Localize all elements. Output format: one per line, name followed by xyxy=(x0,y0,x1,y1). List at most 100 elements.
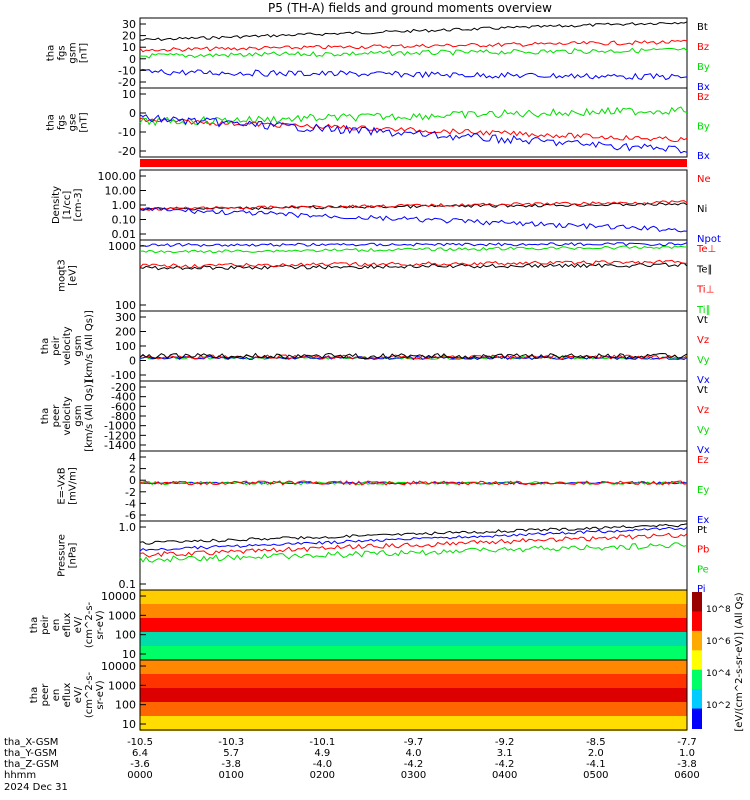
y-label-line: sr-eV) xyxy=(95,680,106,709)
y-label-line: tha xyxy=(29,687,40,703)
y-tick-label: -10 xyxy=(118,126,136,139)
y-label-line: tha xyxy=(46,114,57,130)
y-tick-label: 300 xyxy=(115,311,136,324)
colorbar-segment xyxy=(692,650,702,671)
axis-row-label: tha_Z-GSM xyxy=(4,759,59,770)
y-tick-label: 1.00 xyxy=(112,199,137,212)
axis-value: -10.3 xyxy=(218,737,244,748)
series-line-blue xyxy=(139,206,688,233)
y-label-line: fgs xyxy=(57,115,68,130)
axis-value: 0600 xyxy=(674,770,699,781)
panel-frame xyxy=(139,380,688,452)
y-tick-label: 10000 xyxy=(101,590,136,603)
y-tick-label: -1400 xyxy=(104,439,136,452)
legend-Vt: Vt xyxy=(697,385,708,396)
y-tick-label: 10000 xyxy=(101,660,136,673)
y-tick-label: 30 xyxy=(122,18,136,31)
panel-temp: 1000 100 moqt3 [eV] Te⊥ Te∥ Ti⊥ Ti∥ xyxy=(57,239,716,316)
y-axis-label: moqt3 [eV] xyxy=(57,259,79,292)
y-label-line: velocity xyxy=(62,396,73,435)
series-line-black xyxy=(139,352,688,360)
y-tick-label: -10 xyxy=(118,64,136,77)
y-label-line: fgs xyxy=(57,45,68,60)
legend-Bz: Bz xyxy=(697,42,709,53)
legend-By: By xyxy=(697,122,710,133)
series-line-blue xyxy=(139,526,688,552)
y-tick-label: 0 xyxy=(129,355,136,368)
axis-value: -4.1 xyxy=(586,759,606,770)
y-label-line: gsm xyxy=(73,335,84,356)
panel-density: 100.00 10.001.00 0.100.01 Density [1/cc] [cm-… xyxy=(51,169,721,245)
panel-frame xyxy=(139,239,688,312)
y-tick-label: 0.01 xyxy=(112,228,137,241)
legend-Te∥: Te∥ xyxy=(696,264,713,275)
axis-row-label: tha_Y-GSM xyxy=(4,748,57,759)
axis-value: -9.7 xyxy=(404,737,424,748)
spectrogram-band xyxy=(140,590,687,605)
legend-Ey: Ey xyxy=(697,485,709,496)
axis-value: -3.8 xyxy=(677,759,697,770)
y-label-line: en xyxy=(51,619,62,632)
y-label-line: eV/ xyxy=(73,616,84,633)
y-tick-label: 100 xyxy=(115,699,136,712)
colorbar-tick: 10^2 xyxy=(706,701,731,711)
series-line-red xyxy=(139,117,688,143)
series-line-red xyxy=(139,480,688,486)
legend-Ti⊥: Ti⊥ xyxy=(696,285,714,296)
y-tick-label: 1.0 xyxy=(119,521,137,534)
y-tick-label: -6 xyxy=(125,509,136,522)
axis-value: 0200 xyxy=(310,770,335,781)
y-tick-label: 0.10 xyxy=(112,214,137,227)
colorbar-segment xyxy=(692,689,702,710)
y-tick-label: -20 xyxy=(118,145,136,158)
y-axis-label: tha peer en eflux eV/(cm^2-s-sr-eV) xyxy=(29,671,106,718)
y-label-line: tha xyxy=(29,617,40,633)
series-line-blue xyxy=(139,68,688,81)
axis-value: -7.7 xyxy=(677,737,697,748)
y-label-line: peer xyxy=(40,683,51,707)
y-label-line: gsm xyxy=(73,405,84,426)
legend-Bt: Bt xyxy=(697,22,708,33)
y-tick-label: -200 xyxy=(111,381,136,394)
series-line-blue xyxy=(139,114,688,154)
panel-peer_vel: -200-400-600-800-1000-1200-1400 tha peer ve… xyxy=(40,380,710,456)
axis-value: 5.7 xyxy=(223,748,239,759)
legend-By: By xyxy=(697,62,710,73)
y-axis-label: tha peer velocity gsm [km/s (All Qs)] xyxy=(40,380,95,452)
axis-value: 3.1 xyxy=(497,748,513,759)
colorbar-label: [eV/(cm^2-s-sr-eV)] (All Qs) xyxy=(734,592,745,731)
y-tick-label: 100.00 xyxy=(98,170,137,183)
legend-Te⊥: Te⊥ xyxy=(696,244,716,255)
legend-Ez: Ez xyxy=(697,455,709,466)
y-label-line: eflux xyxy=(62,613,73,638)
y-label-line: velocity xyxy=(62,326,73,365)
colorbar-segment xyxy=(692,611,702,632)
y-label-line: [km/s (All Qs)] xyxy=(84,380,95,452)
y-tick-label: -600 xyxy=(111,400,136,413)
y-axis-label: tha fgs gse [nT] xyxy=(46,112,90,132)
legend-Ne: Ne xyxy=(697,174,711,185)
series-line-blue xyxy=(139,242,688,247)
axis-value: 0000 xyxy=(127,770,152,781)
spectrogram-band xyxy=(140,660,687,675)
legend-Bx: Bx xyxy=(697,151,710,162)
axis-value: -10.5 xyxy=(127,737,153,748)
series-line-black xyxy=(139,262,688,271)
y-label-line: peer xyxy=(51,404,62,428)
y-label-line: (cm^2-s- xyxy=(84,671,95,718)
date-label: 2024 Dec 31 xyxy=(4,782,68,793)
series-line-green xyxy=(139,542,688,563)
y-label-line: tha xyxy=(40,338,51,354)
axis-row-label: tha_X-GSM xyxy=(4,737,58,748)
y-label-line: tha xyxy=(40,408,51,424)
legend-Pt: Pt xyxy=(697,525,707,536)
y-axis-label: Density [1/cc] [cm-3] xyxy=(51,186,84,224)
y-label-line: peir xyxy=(51,335,62,355)
axis-value: -3.6 xyxy=(130,759,150,770)
y-axis-label: tha peir velocity gsm [km/s (All Qs)] xyxy=(40,310,95,382)
spectrogram-band xyxy=(140,646,687,661)
colorbar-segment xyxy=(692,592,702,613)
y-tick-label: 1000 xyxy=(108,679,136,692)
y-label-line: Density xyxy=(51,186,62,224)
legend-Vy: Vy xyxy=(697,355,710,366)
